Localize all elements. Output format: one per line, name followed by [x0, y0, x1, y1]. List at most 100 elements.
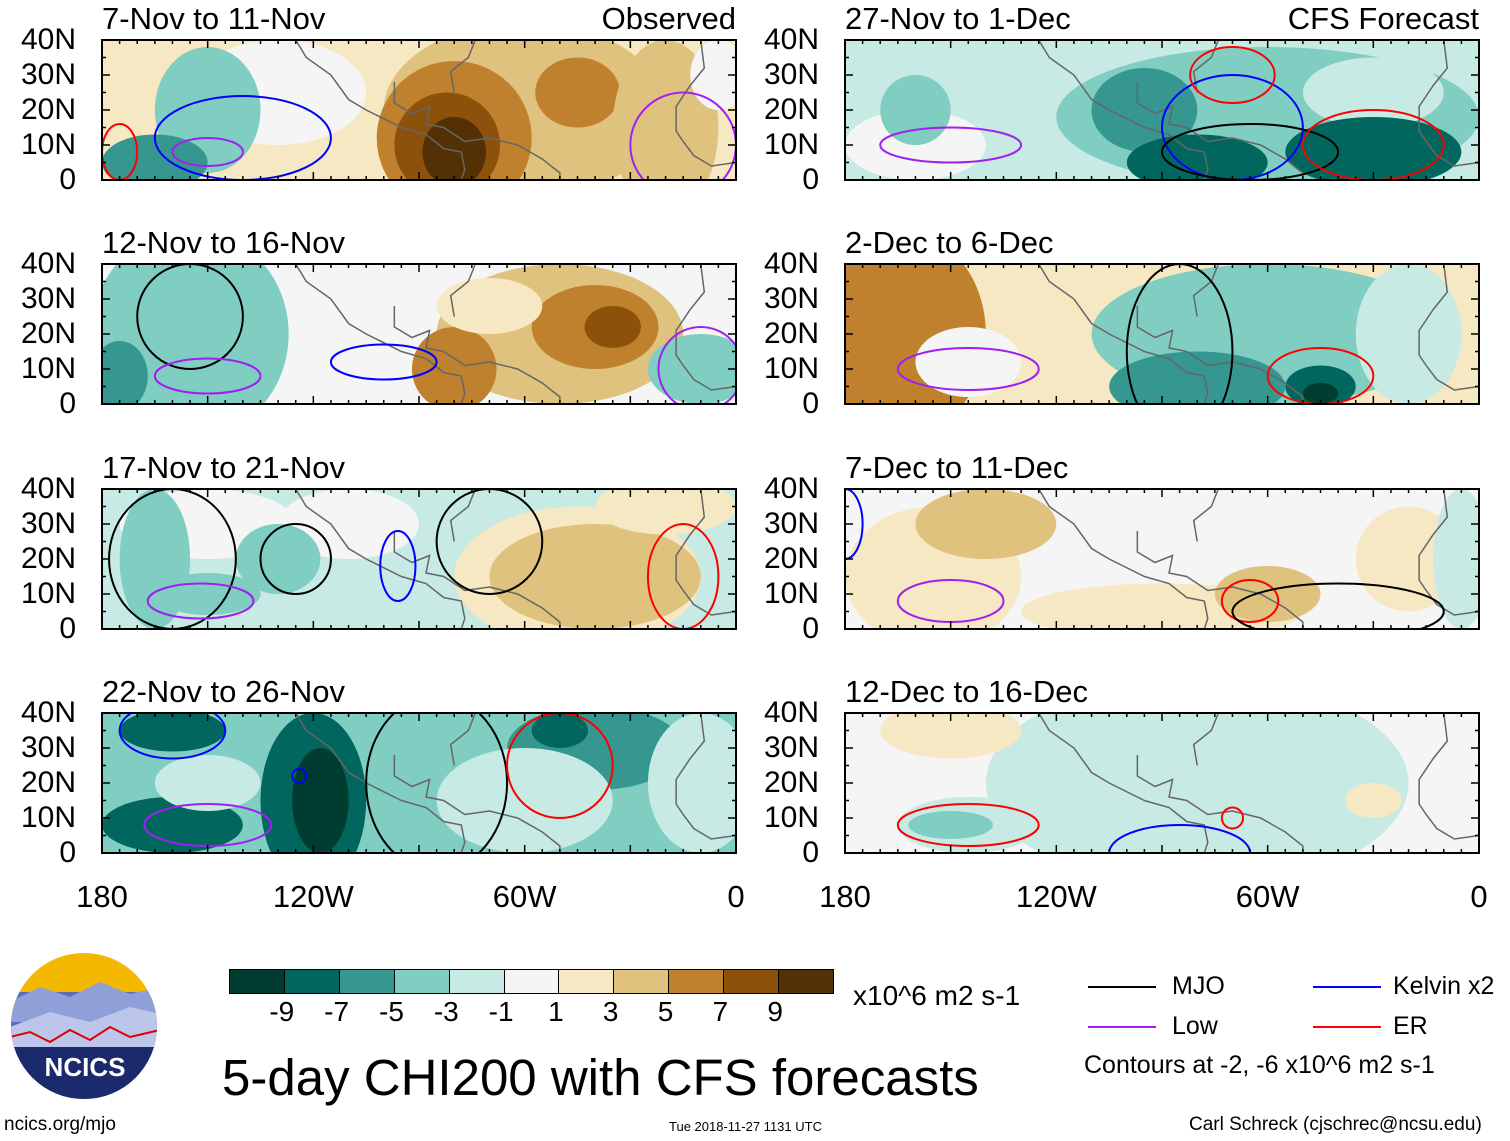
anomaly-region [394, 92, 500, 180]
er-contour [1189, 46, 1276, 104]
anomaly-region [383, 40, 666, 180]
anomaly-region [1285, 365, 1356, 404]
anomaly-region [260, 713, 367, 853]
colorbar-tick-label: -9 [269, 996, 295, 1027]
field-background [845, 264, 1479, 404]
low-contour [629, 91, 736, 180]
mjo-contour [259, 523, 332, 595]
colorbar-tick-label: -1 [488, 996, 514, 1027]
colorbar-swatch [504, 970, 560, 993]
kelvin-contour [845, 489, 864, 560]
field-background [845, 713, 1479, 853]
lat-tick-label: 0 [59, 612, 76, 645]
panel-title: 7-Nov to 11-Nov [102, 1, 326, 36]
colorbar-swatch [724, 970, 780, 993]
anomaly-region [190, 40, 367, 145]
coastline [449, 713, 477, 766]
coastline [1038, 713, 1209, 853]
lat-tick-label: 30N [20, 507, 76, 540]
anomaly-region [154, 755, 261, 811]
ncics-logo: NCICS [11, 953, 157, 1099]
coastline [449, 264, 477, 317]
colorbar-tick-label: 3 [602, 996, 619, 1027]
coastline [393, 755, 561, 853]
anomaly-region [154, 573, 261, 615]
anomaly-region [845, 506, 1022, 629]
anomaly-region [278, 489, 419, 559]
anomaly-region [880, 713, 1022, 759]
anomaly-region [1355, 506, 1462, 612]
anomaly-region [915, 489, 1057, 559]
lat-tick-label: 20N [20, 93, 76, 126]
field-background [102, 40, 736, 180]
legend-line-mjo [1088, 986, 1156, 988]
lat-tick-label: 40N [20, 696, 76, 729]
coastline [1418, 713, 1479, 840]
panel-frame [844, 263, 1480, 405]
kelvin-contour [118, 713, 227, 760]
lat-tick-label: 30N [763, 507, 819, 540]
lat-tick-label: 0 [802, 836, 819, 869]
panel-frame [101, 263, 737, 405]
anomaly-region [535, 57, 620, 128]
lat-tick-label: 30N [763, 282, 819, 315]
colorbar-swatch [779, 970, 833, 993]
anomaly-region [436, 264, 684, 404]
mjo-contour [136, 264, 244, 370]
legend-label-mjo: MJO [1172, 972, 1225, 1000]
lat-tick-label: 0 [802, 163, 819, 196]
anomaly-region [1021, 583, 1303, 629]
anomaly-region [119, 489, 191, 629]
anomaly-region [436, 278, 543, 334]
coastline [675, 489, 736, 616]
panel-frame [101, 712, 737, 854]
anomaly-region [1302, 383, 1339, 404]
lat-tick-label: 20N [763, 766, 819, 799]
footer-timestamp: Tue 2018-11-27 1131 UTC [669, 1119, 822, 1134]
anomaly-region [595, 489, 736, 535]
er-contour [1266, 347, 1375, 404]
mjo-contour [1125, 264, 1234, 404]
er-contour [646, 523, 720, 629]
coastline [1418, 489, 1479, 616]
colorbar-tick-label: 1 [548, 996, 564, 1027]
lat-tick-label: 0 [802, 612, 819, 645]
footer-url[interactable]: ncics.org/mjo [4, 1114, 116, 1135]
lat-tick-label: 40N [763, 23, 819, 56]
lat-tick-label: 20N [20, 766, 76, 799]
er-contour [1301, 109, 1445, 180]
panel-title: 12-Dec to 16-Dec [845, 674, 1088, 709]
panel-tag: Observed [601, 1, 736, 36]
lat-tick-label: 10N [763, 128, 819, 161]
lat-tick-label: 20N [20, 542, 76, 575]
mjo-contour [1161, 123, 1340, 180]
panel-title: 2-Dec to 6-Dec [845, 225, 1054, 260]
lat-tick-label: 40N [20, 472, 76, 505]
anomaly-region [908, 811, 993, 839]
anomaly-region [102, 341, 148, 404]
lat-tick-label: 30N [20, 282, 76, 315]
coastline [1038, 489, 1209, 629]
lat-tick-label: 10N [20, 577, 76, 610]
legend-line-er [1313, 1026, 1381, 1028]
legend-line-low [1088, 1026, 1156, 1028]
lon-tick-label: 0 [727, 879, 745, 914]
panel-frame [101, 39, 737, 181]
coastline [1192, 713, 1220, 766]
mjo-contour [365, 713, 509, 853]
colorbar-tick-label: -5 [379, 996, 404, 1027]
coastline [1192, 489, 1220, 542]
coastline [449, 489, 477, 542]
coastline [1192, 264, 1220, 317]
low-contour [657, 326, 736, 404]
lat-tick-label: 30N [763, 731, 819, 764]
anomaly-region [1433, 489, 1479, 629]
coastline [1136, 755, 1304, 853]
anomaly-region [897, 797, 1039, 853]
anomaly-region [1109, 351, 1286, 404]
legend-label-kelvin: Kelvin x2 [1393, 972, 1495, 1000]
anomaly-region [454, 506, 701, 629]
lat-tick-label: 40N [20, 247, 76, 280]
field-background [845, 489, 1479, 629]
er-contour [506, 713, 614, 819]
